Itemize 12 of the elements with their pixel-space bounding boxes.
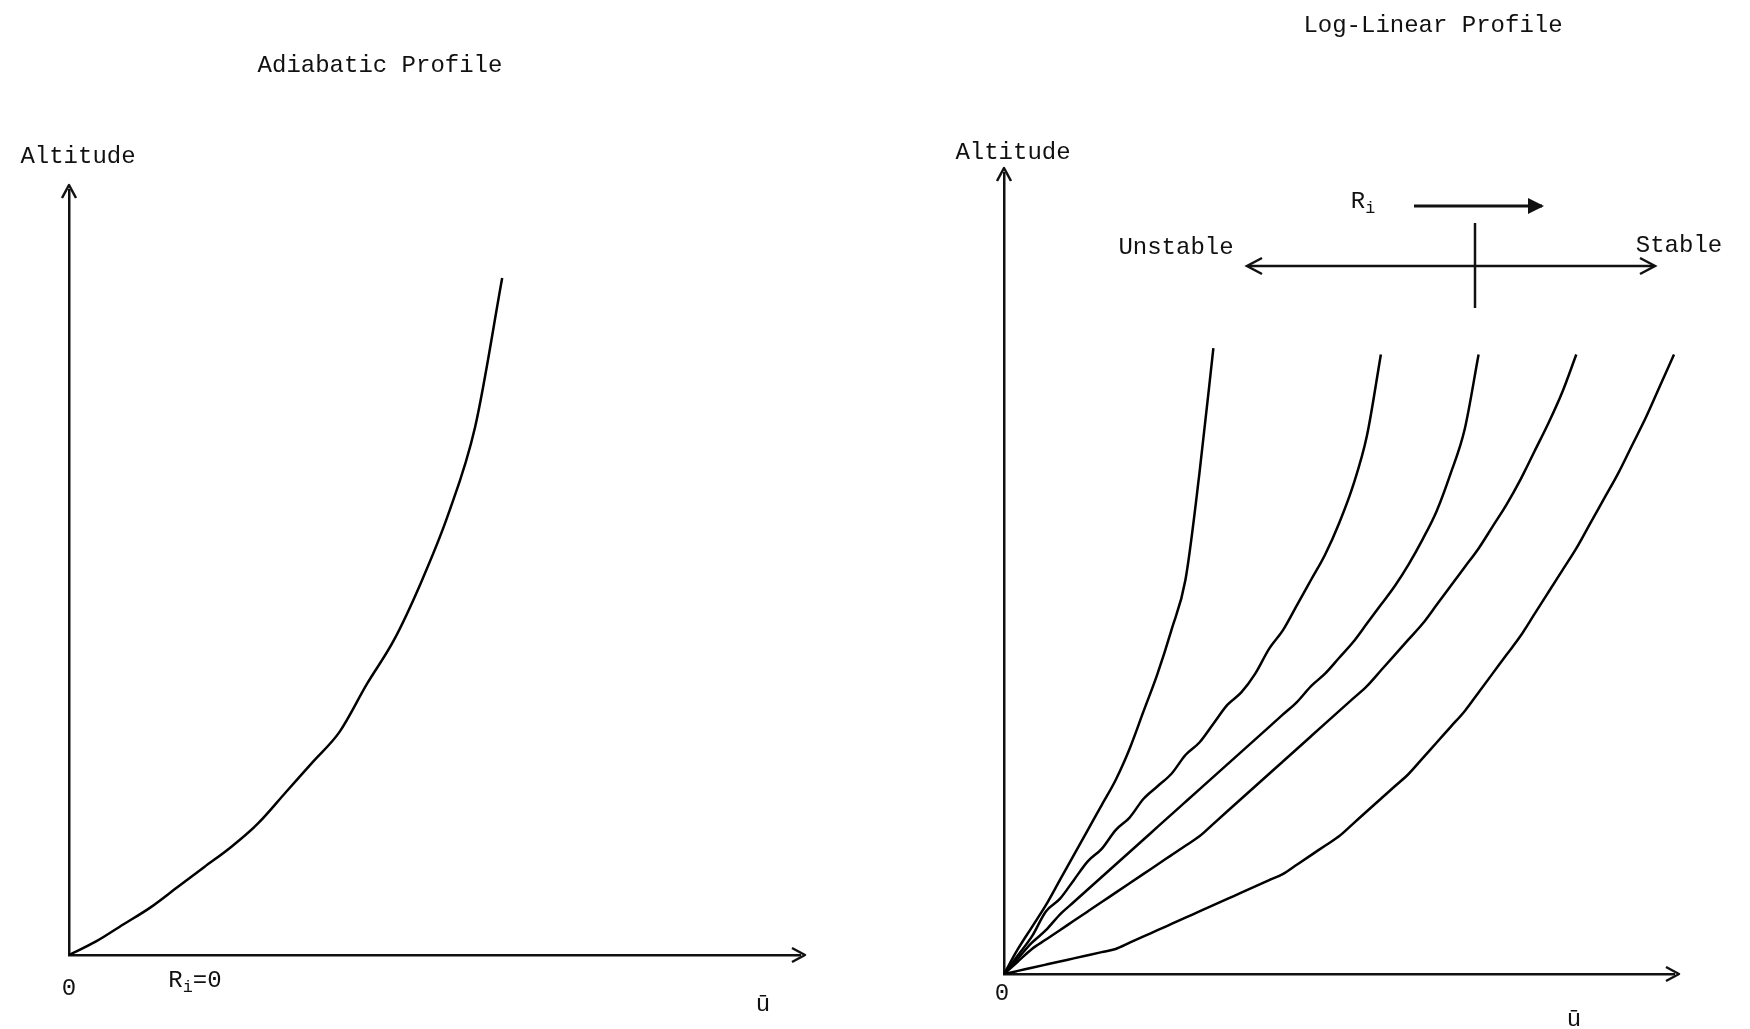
chart-title: Adiabatic Profile [257, 51, 503, 79]
text: R$_{i}$=0 [168, 966, 222, 998]
x-axis-title: ū [1566, 1005, 1582, 1029]
chart-title: Log-Linear Profile [1303, 11, 1563, 39]
text: R$_{i}$ [1350, 187, 1376, 219]
y-axis-title: Altitude [955, 138, 1071, 166]
x-axis-title: ū [755, 990, 771, 1018]
text: 0 [994, 979, 1010, 1007]
text: Stable [1635, 231, 1723, 259]
text: 0 [61, 974, 77, 1002]
y-axis-title: Altitude [20, 142, 136, 170]
text: Unstable [1118, 233, 1234, 261]
